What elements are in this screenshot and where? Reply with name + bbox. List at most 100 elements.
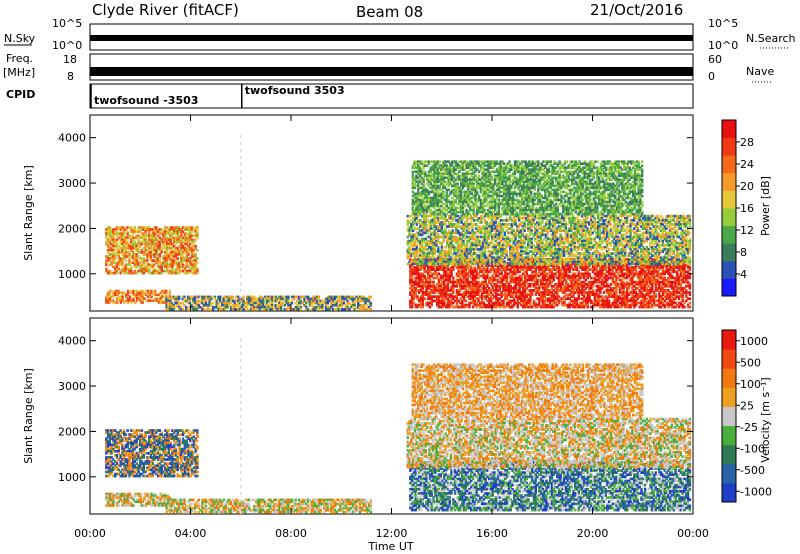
power-cell (123, 244, 126, 248)
power-cell (464, 287, 468, 290)
power-cell (110, 232, 113, 236)
power-cell (178, 240, 181, 244)
power-cell (128, 251, 131, 254)
power-cell (425, 270, 428, 274)
power-cell (450, 287, 453, 290)
power-cell (233, 303, 236, 307)
power-cell (185, 238, 188, 242)
power-cell (115, 244, 119, 248)
power-cell (153, 242, 156, 246)
power-cell (192, 240, 196, 244)
power-cell (253, 295, 256, 299)
power-cell (115, 228, 119, 231)
power-cell (137, 255, 140, 258)
power-cell (349, 303, 353, 307)
power-cell (425, 278, 428, 282)
power-cell (128, 299, 132, 302)
power-cell (461, 293, 464, 296)
power-cell (427, 266, 430, 269)
power-cell (151, 228, 154, 231)
power-cell (251, 301, 254, 305)
power-cell (112, 251, 115, 254)
power-cell (285, 295, 288, 299)
power-cell (165, 265, 169, 269)
power-cell (185, 253, 188, 256)
power-cell (459, 287, 462, 290)
power-cell (443, 266, 446, 269)
power-cell (176, 267, 179, 271)
power-cell (114, 301, 117, 304)
power-cell (425, 276, 428, 280)
power-cell (155, 226, 158, 229)
power-cell (462, 291, 466, 294)
power-cell (306, 297, 310, 301)
power-cell (324, 308, 328, 311)
power-cell (297, 299, 301, 303)
power-cell (448, 272, 451, 276)
power-cell (112, 295, 115, 298)
power-cell (249, 297, 252, 301)
power-cell (203, 299, 206, 303)
power-cell (154, 297, 157, 300)
power-cell (119, 269, 122, 273)
power-cell (409, 266, 412, 269)
power-cell (224, 295, 227, 299)
power-cell (466, 284, 469, 288)
power-cell (192, 265, 196, 269)
power-cell (133, 259, 137, 262)
power-cell (142, 261, 145, 265)
power-cell (427, 295, 430, 298)
power-cell (446, 276, 450, 280)
power-cell (332, 308, 335, 311)
power-cell (457, 293, 460, 296)
power-cell (287, 303, 290, 307)
power-cell (314, 308, 317, 311)
power-cell (416, 270, 419, 274)
power-cell (220, 308, 224, 311)
power-cell (137, 238, 140, 242)
power-cell (267, 305, 270, 309)
power-cell (185, 240, 188, 244)
power-cell (168, 289, 171, 293)
power-cell (446, 287, 450, 290)
power-cell (308, 303, 312, 307)
power-cell (479, 282, 482, 286)
power-cell (448, 270, 451, 274)
power-cell (116, 301, 119, 304)
power-cell (242, 303, 245, 307)
power-cell (421, 282, 424, 286)
power-cell (126, 293, 130, 297)
power-cell (154, 289, 157, 293)
power-cell (249, 303, 252, 307)
power-cell (263, 303, 267, 307)
power-cell (137, 246, 140, 250)
power-cell (173, 248, 176, 252)
power-cell (416, 284, 419, 288)
power-cell (108, 240, 112, 244)
power-cell (142, 238, 145, 242)
power-cell (153, 255, 156, 258)
power-cell (183, 232, 187, 236)
power-cell (123, 255, 126, 258)
power-cell (432, 272, 435, 276)
power-cell (123, 240, 126, 244)
power-cell (119, 230, 122, 233)
power-cell (196, 257, 199, 260)
power-cell (423, 282, 426, 286)
power-cell (139, 265, 142, 269)
power-cell (477, 284, 480, 288)
power-cell (446, 280, 450, 284)
power-cell (149, 251, 153, 254)
power-cell (124, 265, 128, 269)
power-cell (337, 295, 340, 299)
power-cell (177, 308, 181, 311)
power-cell (167, 255, 170, 258)
power-cell (436, 257, 439, 261)
power-cell (353, 308, 356, 311)
power-cell (145, 293, 148, 297)
power-cell (137, 248, 140, 252)
power-cell (226, 297, 229, 301)
power-cell (133, 236, 137, 240)
power-cell (419, 280, 423, 284)
power-cell (167, 297, 170, 301)
